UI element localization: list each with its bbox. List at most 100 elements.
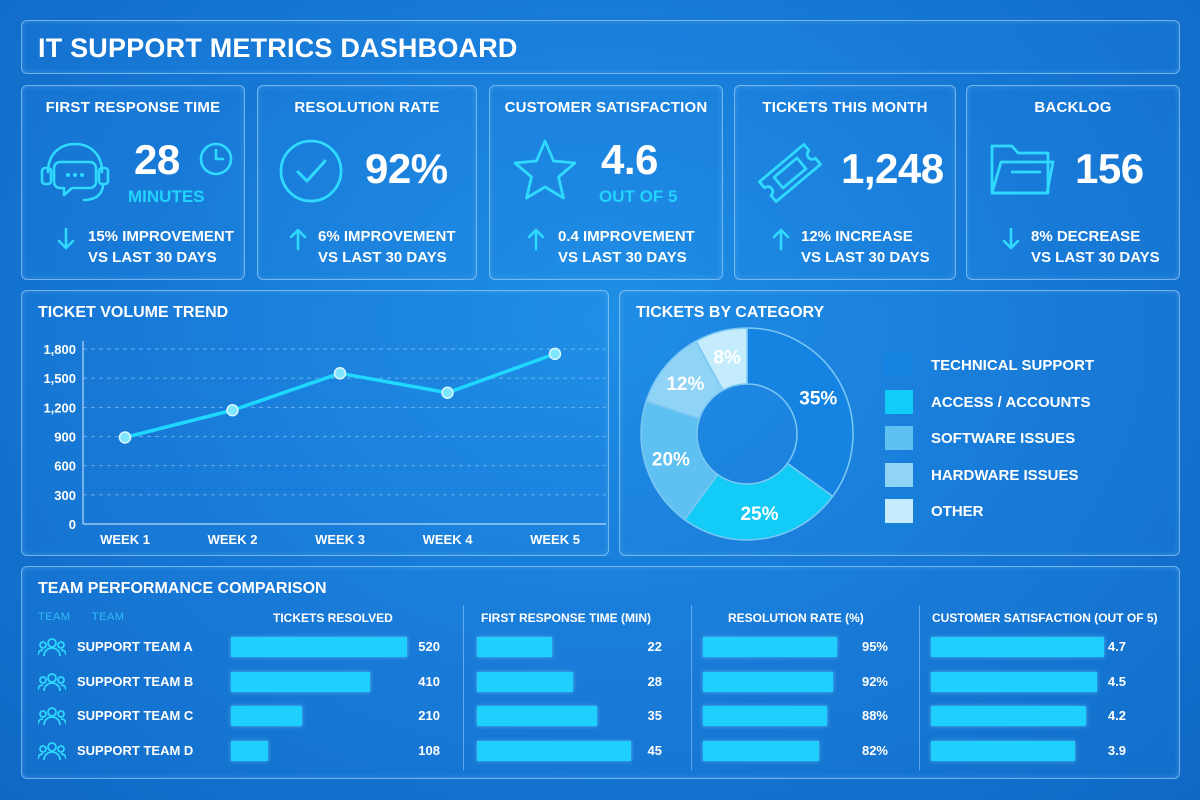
- bar-value-resolved: 210: [418, 708, 440, 723]
- ticket-volume-line-chart[interactable]: 0 300 600 900 1,200 1,500 1,800 WEEK 1 WEEK 2 WEE…: [22, 291, 610, 557]
- team-icon: [38, 707, 66, 726]
- team-name: SUPPORT TEAM A: [77, 639, 193, 654]
- team-name: SUPPORT TEAM D: [77, 742, 194, 758]
- bar-value-rate: 95%: [861, 639, 888, 654]
- bar-resolved: [231, 740, 268, 761]
- arrow-up-icon: [772, 228, 790, 251]
- series-line: [124, 352, 556, 440]
- y-tick-label: 600: [54, 459, 76, 474]
- bar-value-response: 28: [647, 673, 662, 689]
- kpi-change: 0.4 IMPROVEMENT VS LAST 30 DAYS: [558, 226, 695, 268]
- team-name: SUPPORT TEAM C: [77, 708, 194, 723]
- bar-value-rate: 92%: [861, 673, 888, 689]
- y-tick-label: 1,200: [43, 400, 76, 415]
- bar-csat: [931, 740, 1075, 761]
- pie-slice: [746, 327, 854, 498]
- slice-label: 25%: [740, 504, 778, 525]
- team-performance-panel: TEAM PERFORMANCE COMPARISON TEAM TEAM TI…: [21, 566, 1180, 779]
- kpi-value: 92%: [365, 145, 448, 192]
- bar-response: [477, 706, 597, 726]
- legend-swatch: [885, 462, 913, 487]
- arrow-up-icon: [527, 228, 545, 251]
- bar-value-csat: 3.9: [1107, 742, 1126, 758]
- data-point: [226, 404, 239, 417]
- arrow-down-icon: [57, 227, 75, 250]
- bar-resolved: [231, 637, 407, 657]
- kpi-unit: OUT OF 5: [599, 187, 678, 206]
- kpi-change-text: 6% IMPROVEMENT: [318, 228, 456, 245]
- kpi-value: 28: [134, 136, 180, 183]
- legend-label: ACCESS / ACCOUNTS: [931, 393, 1091, 411]
- kpi-title: BACKLOG: [1034, 99, 1112, 116]
- kpi-change: 12% INCREASE VS LAST 30 DAYS: [801, 226, 930, 268]
- column-header-first-response: FIRST RESPONSE TIME (MIN): [481, 611, 652, 625]
- arrow-up-icon: [289, 228, 307, 251]
- pie-slice: [640, 400, 719, 521]
- title-bar: IT SUPPORT METRICS DASHBOARD: [21, 20, 1180, 74]
- bar-value-response: 35: [647, 708, 662, 723]
- kpi-card-customer-satisfaction[interactable]: CUSTOMER SATISFACTION 4.6 OUT OF 5 0.4 I…: [489, 85, 723, 280]
- kpi-card-tickets-this-month[interactable]: TICKETS THIS MONTH 1,248 12% INCREASE VS…: [734, 85, 956, 280]
- kpi-change-text: 15% IMPROVEMENT: [88, 228, 234, 245]
- kpi-card-first-response[interactable]: FIRST RESPONSE TIME 28 MINUTES 15% IMPRO…: [21, 85, 245, 280]
- headset-chat-icon: [40, 142, 110, 202]
- x-tick-label: WEEK 2: [208, 532, 258, 547]
- table-row[interactable]: SUPPORT TEAM B 410 28 92% 4.5: [22, 670, 1179, 694]
- bar-csat: [931, 637, 1104, 657]
- section-title: TEAM PERFORMANCE COMPARISON: [38, 580, 327, 597]
- ticket-volume-trend-panel: TICKET VOLUME TREND 0 300 600 900 1,200 1,500…: [21, 290, 609, 556]
- tickets-by-category-panel: TICKETS BY CATEGORY 35% 25% 20% 12% 8% TECHN…: [619, 290, 1180, 556]
- x-tick-label: WEEK 5: [530, 532, 580, 547]
- bar-resolved: [231, 671, 370, 692]
- team-icon: [38, 741, 66, 760]
- data-point: [118, 431, 132, 444]
- kpi-change-text: 12% INCREASE: [801, 228, 913, 245]
- tickets-by-category-donut[interactable]: 35% 25% 20% 12% 8%: [620, 291, 870, 557]
- kpi-period-text: VS LAST 30 DAYS: [801, 249, 930, 266]
- kpi-change: 8% DECREASE VS LAST 30 DAYS: [1031, 226, 1160, 268]
- column-header-resolution-rate: RESOLUTION RATE (%): [728, 611, 864, 625]
- kpi-card-resolution-rate[interactable]: RESOLUTION RATE 92% 6% IMPROVEMENT VS LA…: [257, 85, 477, 280]
- bar-value-response: 22: [647, 639, 662, 654]
- y-tick-label: 900: [54, 430, 76, 445]
- bar-csat: [931, 706, 1086, 726]
- x-tick-label: WEEK 1: [100, 532, 150, 547]
- legend-swatch: [885, 499, 913, 523]
- slice-label: 12%: [666, 374, 704, 395]
- bar-value-csat: 4.7: [1107, 639, 1126, 654]
- ticket-icon: [758, 143, 822, 203]
- column-divider: [691, 605, 692, 770]
- kpi-period-text: VS LAST 30 DAYS: [1031, 249, 1160, 266]
- team-column-header: TEAM TEAM: [38, 611, 124, 623]
- x-tick-label: WEEK 4: [423, 532, 474, 547]
- kpi-card-backlog[interactable]: BACKLOG 156 8% DECREASE VS LAST 30 DAYS: [966, 85, 1180, 280]
- kpi-change-text: 8% DECREASE: [1031, 228, 1141, 245]
- team-icon: [38, 638, 66, 657]
- bar-value-csat: 4.5: [1107, 673, 1126, 689]
- bar-rate: [703, 637, 837, 657]
- y-tick-label: 1,800: [43, 342, 76, 357]
- bar-value-rate: 88%: [861, 708, 888, 723]
- kpi-period-text: VS LAST 30 DAYS: [318, 249, 447, 266]
- table-row[interactable]: SUPPORT TEAM A 520 22 95% 4.7: [22, 635, 1179, 659]
- bar-value-resolved: 520: [418, 639, 440, 654]
- table-row[interactable]: SUPPORT TEAM C 210 35 88% 4.2: [22, 704, 1179, 728]
- table-row[interactable]: SUPPORT TEAM D 108 45 82% 3.9: [22, 739, 1179, 763]
- bar-rate: [703, 671, 833, 692]
- bar-response: [477, 637, 552, 657]
- column-divider: [919, 605, 920, 770]
- kpi-value: 1,248: [841, 145, 944, 192]
- column-header-csat: CUSTOMER SATISFACTION (OUT OF 5): [932, 611, 1158, 625]
- x-tick-label: WEEK 3: [315, 532, 365, 547]
- checkmark-circle-icon: [279, 139, 343, 203]
- bar-response: [477, 740, 631, 761]
- team-name: SUPPORT TEAM B: [77, 673, 194, 689]
- chart-title: TICKET VOLUME TREND: [38, 304, 229, 321]
- data-point: [548, 347, 562, 361]
- kpi-title: CUSTOMER SATISFACTION: [504, 99, 708, 116]
- bar-csat: [931, 671, 1097, 692]
- y-tick-label: 0: [69, 517, 76, 532]
- bar-value-response: 45: [647, 742, 662, 758]
- page-title: IT SUPPORT METRICS DASHBOARD: [38, 33, 518, 63]
- clock-icon: [199, 142, 233, 176]
